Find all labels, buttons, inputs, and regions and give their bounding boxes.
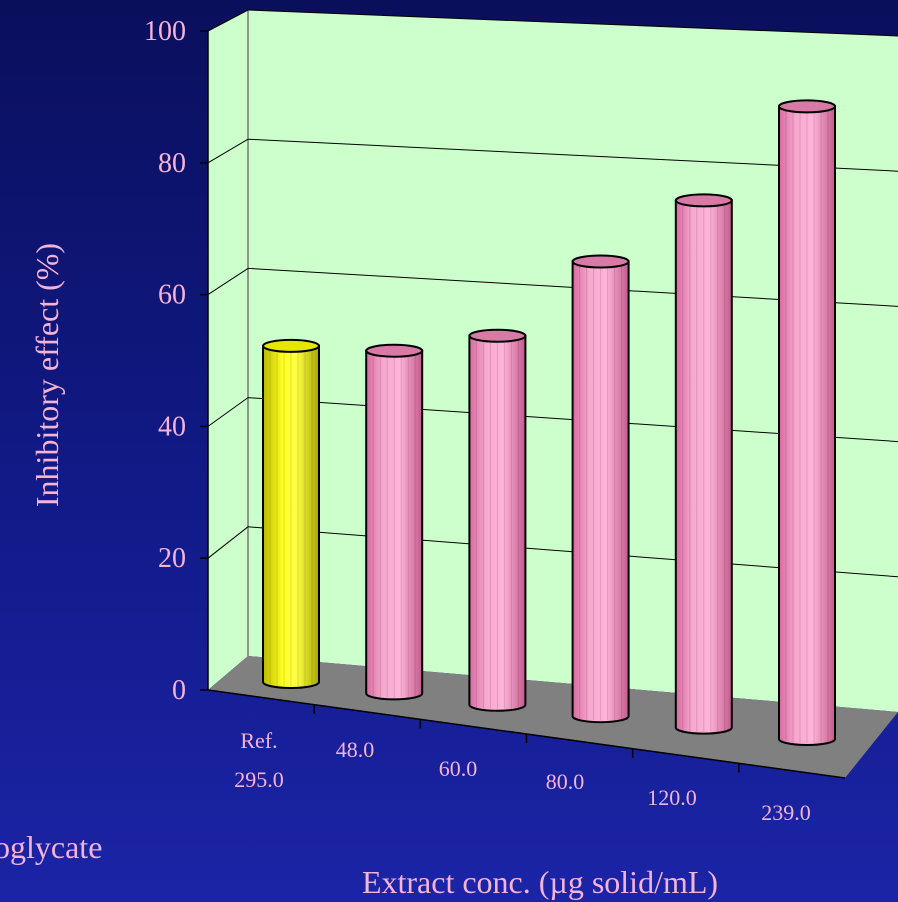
bar-body bbox=[365, 349, 424, 701]
y-tick-label: 20 bbox=[158, 543, 186, 574]
clipped-side-text: oglycate bbox=[0, 829, 102, 865]
gridline-side bbox=[207, 526, 249, 559]
bar bbox=[778, 99, 836, 746]
bar-top bbox=[778, 99, 836, 114]
y-tick-label: 0 bbox=[172, 675, 186, 706]
x-tick-label: 48.0 bbox=[336, 737, 375, 762]
x-tick-label: 60.0 bbox=[439, 756, 478, 781]
bar-top bbox=[365, 343, 424, 358]
bar bbox=[365, 343, 424, 701]
bar-top bbox=[468, 328, 527, 343]
bar-body bbox=[262, 344, 320, 689]
gridline-side bbox=[207, 267, 249, 296]
gridline-side bbox=[207, 138, 249, 164]
bar-body bbox=[468, 334, 527, 712]
bar-top bbox=[262, 338, 320, 353]
bar-body bbox=[674, 199, 733, 735]
y-axis-title: Inhibitory effect (%) bbox=[29, 243, 65, 507]
bar bbox=[571, 254, 630, 724]
bar bbox=[262, 338, 320, 689]
bar-body bbox=[571, 260, 630, 724]
x-tick-label-line2: 295.0 bbox=[234, 767, 284, 792]
bar-body bbox=[778, 105, 836, 746]
x-tick-label: Ref. bbox=[240, 728, 277, 753]
y-tick-label: 100 bbox=[144, 16, 186, 47]
y-tick-label: 80 bbox=[158, 148, 186, 179]
bar-top bbox=[571, 254, 630, 269]
chart-side-wall bbox=[208, 10, 248, 690]
x-tick-label: 239.0 bbox=[761, 800, 811, 825]
y-tick-label: 60 bbox=[158, 280, 186, 311]
bar-top bbox=[674, 193, 733, 208]
x-tick-label: 120.0 bbox=[647, 785, 697, 810]
x-axis-title: Extract conc. (µg solid/mL) bbox=[362, 864, 718, 900]
gridline bbox=[247, 9, 898, 37]
gridline-side bbox=[207, 9, 249, 32]
y-tick-label: 40 bbox=[158, 411, 186, 442]
x-tick-label: 80.0 bbox=[546, 769, 585, 794]
bar bbox=[674, 193, 733, 735]
gridline-side bbox=[207, 397, 249, 427]
bar bbox=[468, 328, 527, 712]
